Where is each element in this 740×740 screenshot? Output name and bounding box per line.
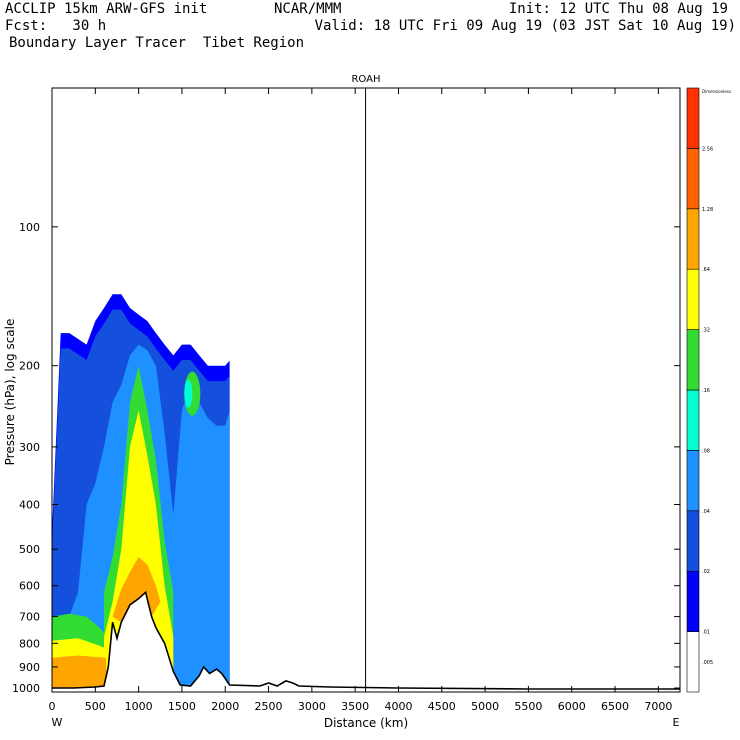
- colorbar-swatch: [686, 208, 700, 270]
- y-tick-label: 500: [19, 543, 40, 556]
- colorbar-swatch: [686, 570, 700, 632]
- x-axis-left-end-label: W: [52, 716, 63, 729]
- colorbar-level-label: .02: [702, 569, 710, 575]
- y-axis-label: Pressure (hPa), log scale: [3, 319, 17, 466]
- y-tick-label: 600: [19, 580, 40, 593]
- colorbar-level-label: .005: [702, 660, 713, 666]
- colorbar-level-label: .01: [702, 630, 710, 636]
- x-tick-label: 2000: [211, 700, 239, 713]
- y-tick-label: 300: [19, 441, 40, 454]
- x-axis-label: Distance (km): [324, 716, 408, 730]
- colorbar-swatch: [686, 87, 700, 149]
- colorbar-unit-label: Dimensionless: [702, 89, 731, 94]
- y-tick-label: 1000: [12, 682, 40, 695]
- header-field-title: Boundary Layer Tracer Tibet Region: [9, 35, 305, 51]
- colorbar-swatch: [686, 268, 700, 330]
- x-tick-label: 0: [49, 700, 56, 713]
- colorbar-swatch: [686, 389, 700, 451]
- colorbar-swatch: [686, 148, 700, 210]
- colorbar-swatch: [686, 510, 700, 572]
- header-valid-time: Valid: 18 UTC Fri 09 Aug 19 (03 JST Sat …: [314, 18, 736, 34]
- tracer-field: [52, 294, 230, 688]
- x-tick-label: 6500: [601, 700, 629, 713]
- chart-title: ROAH: [351, 74, 380, 85]
- x-tick-label: 2500: [255, 700, 283, 713]
- x-tick-label: 1500: [168, 700, 196, 713]
- terrain-profile: [52, 590, 680, 692]
- field-blob-cyan: [184, 379, 193, 408]
- terrain-line: [52, 590, 680, 690]
- y-tick-label: 700: [19, 611, 40, 624]
- y-tick-label: 900: [19, 661, 40, 674]
- colorbar-level-label: .16: [702, 388, 710, 394]
- colorbar-level-label: .64: [702, 267, 710, 273]
- terrain-fill: [52, 592, 680, 692]
- colorbar-level-label: 1.28: [702, 207, 713, 213]
- x-tick-label: 7000: [644, 700, 672, 713]
- x-tick-label: 6000: [558, 700, 586, 713]
- colorbar-level-label: 2.56: [702, 146, 713, 152]
- x-tick-label: 3000: [298, 700, 326, 713]
- x-tick-label: 1000: [125, 700, 153, 713]
- header-model-name: ACCLIP 15km ARW-GFS init: [5, 1, 208, 17]
- colorbar-level-label: .04: [702, 509, 710, 515]
- colorbar-level-label: .32: [702, 328, 710, 334]
- colorbar: .005 .01 .02 .04 .08 .16 .32 .64 1.28 2.56: [686, 87, 713, 693]
- colorbar-swatch: [686, 450, 700, 512]
- y-tick-label: 200: [19, 360, 40, 373]
- header-center-name: NCAR/MMM: [274, 1, 342, 17]
- colorbar-swatch: [686, 329, 700, 391]
- y-tick-label: 400: [19, 499, 40, 512]
- header-init-time: Init: 12 UTC Thu 08 Aug 19: [508, 1, 728, 17]
- x-tick-label: 500: [85, 700, 106, 713]
- header-forecast-hour: Fcst: 30 h: [5, 18, 107, 34]
- x-tick-label: 4000: [384, 700, 412, 713]
- y-tick-label: 800: [19, 637, 40, 650]
- plot-frame: [51, 87, 681, 693]
- y-axis: 100 200 300 400 500 600 700 800 900 1000: [12, 221, 680, 695]
- field-west-orange: [52, 655, 108, 688]
- x-tick-label: 5500: [514, 700, 542, 713]
- y-tick-label: 100: [19, 221, 40, 234]
- x-axis: 0 500 1000 1500 2000 2500 3000 3500 4000 4500 5000…: [49, 88, 672, 713]
- x-axis-right-end-label: E: [673, 716, 680, 729]
- x-tick-label: 5000: [471, 700, 499, 713]
- x-tick-label: 4500: [428, 700, 456, 713]
- colorbar-level-label: .08: [702, 448, 710, 454]
- x-tick-label: 3500: [341, 700, 369, 713]
- colorbar-swatch: [686, 631, 700, 693]
